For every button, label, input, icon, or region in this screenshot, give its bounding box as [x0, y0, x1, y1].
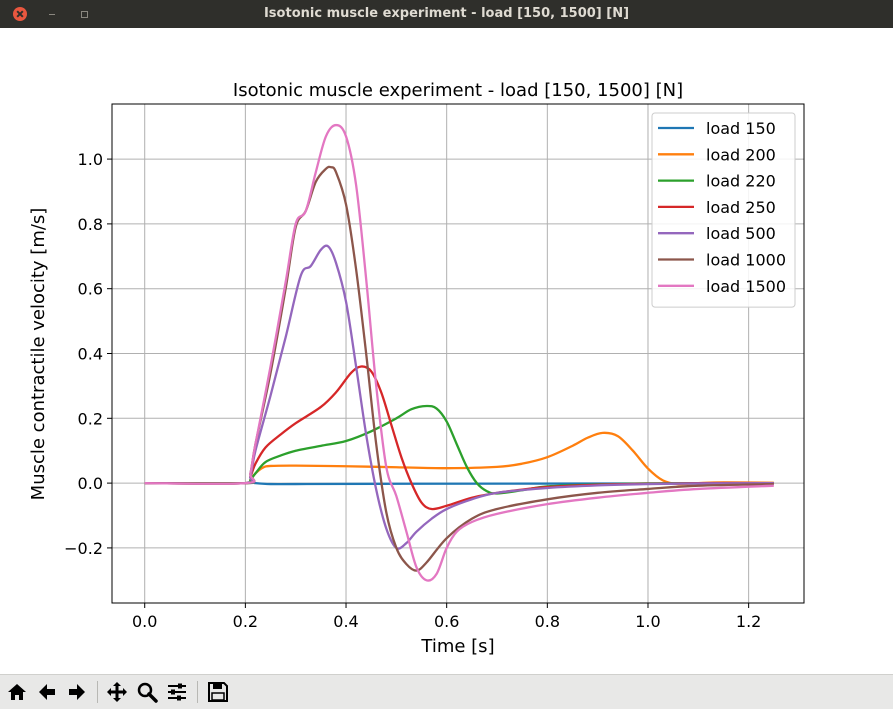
toolbar-separator: [97, 681, 98, 703]
sliders-icon: [168, 683, 186, 701]
y-tick-label: 0.2: [78, 409, 103, 428]
x-tick-label: 0.0: [132, 612, 157, 631]
y-tick-label: 0.6: [78, 280, 103, 299]
x-tick-label: 0.4: [333, 612, 358, 631]
toolbar-separator: [197, 681, 198, 703]
minimize-icon[interactable]: [45, 7, 59, 21]
x-tick-label: 0.6: [434, 612, 459, 631]
series-lines: [144, 123, 774, 582]
legend-label: load 250: [706, 198, 776, 217]
forward-button[interactable]: [64, 679, 90, 705]
y-axis-label: Muscle contractile velocity [m/s]: [28, 208, 49, 501]
magnifier-icon: [137, 682, 158, 703]
series-line-load-1000: [144, 165, 774, 572]
chart-title: Isotonic muscle experiment - load [150, …: [233, 80, 683, 101]
home-button[interactable]: [4, 679, 30, 705]
x-tick-label: 1.2: [736, 612, 761, 631]
y-tick-label: −0.2: [64, 539, 103, 558]
zoom-button[interactable]: [134, 679, 160, 705]
floppy-disk-icon: [208, 682, 228, 702]
x-tick-label: 0.8: [535, 612, 560, 631]
series-line-load-1500: [144, 123, 774, 582]
legend-label: load 1500: [706, 277, 786, 296]
legend-label: load 150: [706, 119, 776, 138]
configure-subplots-button[interactable]: [164, 679, 190, 705]
navigation-toolbar: [0, 674, 893, 709]
line-chart: 0.0 0.2 0.4 0.6 0.8 1.0 1.2 −0.2 0.0 0.2 0.4 0.6 0.8…: [0, 28, 893, 674]
y-tick-label: 0.8: [78, 215, 103, 234]
save-button[interactable]: [205, 679, 231, 705]
y-tick-label: 0.4: [78, 345, 103, 364]
window-title: Isotonic muscle experiment - load [150, …: [263, 6, 630, 21]
y-tick-label: 1.0: [78, 150, 103, 169]
home-icon: [8, 684, 26, 700]
y-tick-label: 0.0: [78, 474, 103, 493]
move-icon: [107, 682, 127, 702]
figure-canvas[interactable]: 0.0 0.2 0.4 0.6 0.8 1.0 1.2 −0.2 0.0 0.2 0.4 0.6 0.8…: [0, 28, 893, 674]
x-tick-label: 0.2: [233, 612, 258, 631]
x-axis-label: Time [s]: [420, 636, 494, 657]
legend-label: load 1000: [706, 251, 786, 270]
close-icon[interactable]: [13, 7, 27, 21]
back-button[interactable]: [34, 679, 60, 705]
series-line-load-500: [144, 244, 774, 550]
legend-label: load 220: [706, 172, 776, 191]
window-titlebar: Isotonic muscle experiment - load [150, …: [0, 0, 893, 28]
legend-label: load 500: [706, 224, 776, 243]
arrow-left-icon: [39, 684, 55, 700]
pan-button[interactable]: [104, 679, 130, 705]
axis-ticks: 0.0 0.2 0.4 0.6 0.8 1.0 1.2 −0.2 0.0 0.2 0.4 0.6 0.8…: [64, 150, 761, 631]
legend-label: load 200: [706, 145, 776, 164]
x-tick-label: 1.0: [635, 612, 660, 631]
arrow-right-icon: [69, 684, 85, 700]
legend: load 150 load 200 load 220 load 250 load 500…: [651, 112, 796, 308]
maximize-icon[interactable]: [77, 7, 91, 21]
